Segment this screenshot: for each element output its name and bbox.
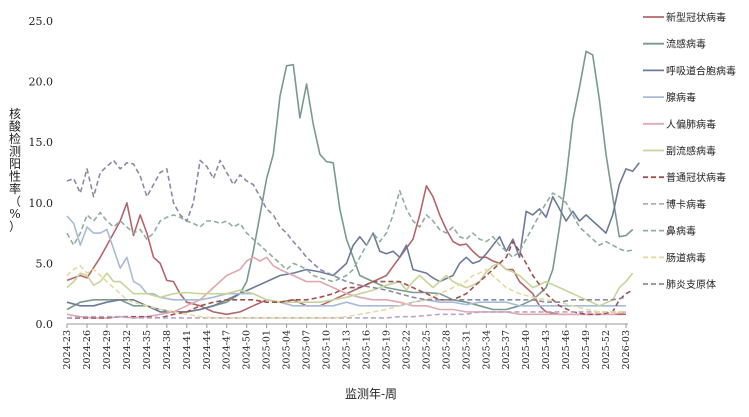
x-tick-label: 2025-04 [282,330,293,369]
series-line-4 [66,256,627,319]
series-line-9 [66,265,626,319]
series-line-5 [66,262,634,307]
series-layer [66,50,640,319]
legend-label: 呼吸道合胞病毒 [666,64,736,77]
x-tick-label: 2024-38 [162,330,173,369]
x-tick-label: 2024-47 [222,330,233,369]
y-tick-label: 25.0 [29,15,54,28]
series-line-8 [66,189,633,283]
x-tick-label: 2026-03 [621,330,632,369]
series-line-2 [66,162,640,313]
x-tick-label: 2025-25 [421,330,432,369]
x-tick-label: 2024-41 [182,330,193,369]
x-tick-label: 2025-31 [461,330,472,369]
legend-label: 普通冠状病毒 [666,171,726,184]
legend-label: 人偏肺病毒 [666,118,716,131]
x-tick-label: 2025-19 [381,330,392,369]
legend-label: 肠道病毒 [666,251,706,264]
y-tick-label: 20.0 [29,76,54,89]
x-tick-label: 2025-40 [521,330,532,369]
series-line-7 [66,311,626,319]
x-tick-label: 2025-22 [401,330,412,369]
series-line-10 [66,159,627,303]
legend-label: 流感病毒 [666,38,706,51]
x-axis-title: 监测年-周 [345,387,397,401]
x-tick-label: 2024-35 [142,330,153,369]
x-tick-label: 2024-26 [82,330,93,369]
x-tick-label: 2025-28 [441,330,452,369]
x-tick-label: 2025-34 [481,330,492,369]
x-tick-label: 2024-32 [122,330,133,369]
legend-label: 腺病毒 [666,91,696,104]
legend-label: 新型冠状病毒 [666,11,726,24]
x-tick-label: 2025-01 [262,330,273,369]
legend-label: 鼻病毒 [666,225,696,238]
series-line-6 [67,240,634,319]
y-tick-label: 0.0 [36,318,54,331]
x-tick-label: 2025-07 [302,330,313,369]
y-tick-label: 15.0 [29,136,54,149]
x-tick-label: 2025-52 [601,330,612,369]
x-tick-label: 2024-23 [62,330,73,369]
x-tick-marks [66,324,627,328]
legend: 新型冠状病毒流感病毒呼吸道合胞病毒腺病毒人偏肺病毒副流感病毒普通冠状病毒博卡病毒… [643,11,736,291]
x-tick-label: 2025-49 [581,330,592,369]
y-axis-title: 核酸检测阳性率（%） [9,107,21,234]
y-tick-layer: 0.0 5.0 10.0 15.0 20.0 25.0 [29,15,54,331]
legend-label: 副流感病毒 [666,145,716,158]
y-tick-label: 10.0 [29,197,54,210]
series-line-3 [66,215,626,307]
x-tick-layer: 2024-23 2024-26 2024-29 2024-32 2024-35 2024-… [62,324,632,369]
x-tick-label: 2025-37 [501,330,512,369]
x-tick-label: 2024-29 [102,330,113,369]
x-tick-label: 2024-44 [202,330,213,369]
x-tick-label: 2025-46 [561,330,572,369]
x-tick-label: 2025-43 [541,330,552,369]
x-tick-label: 2024-50 [242,330,253,369]
x-tick-label: 2025-13 [342,330,353,369]
legend-label: 肺炎支原体 [666,279,716,291]
x-tick-label: 2025-16 [362,330,373,369]
y-tick-label: 5.0 [36,257,54,270]
x-tick-label: 2025-10 [322,330,333,369]
legend-label: 博卡病毒 [666,198,706,211]
